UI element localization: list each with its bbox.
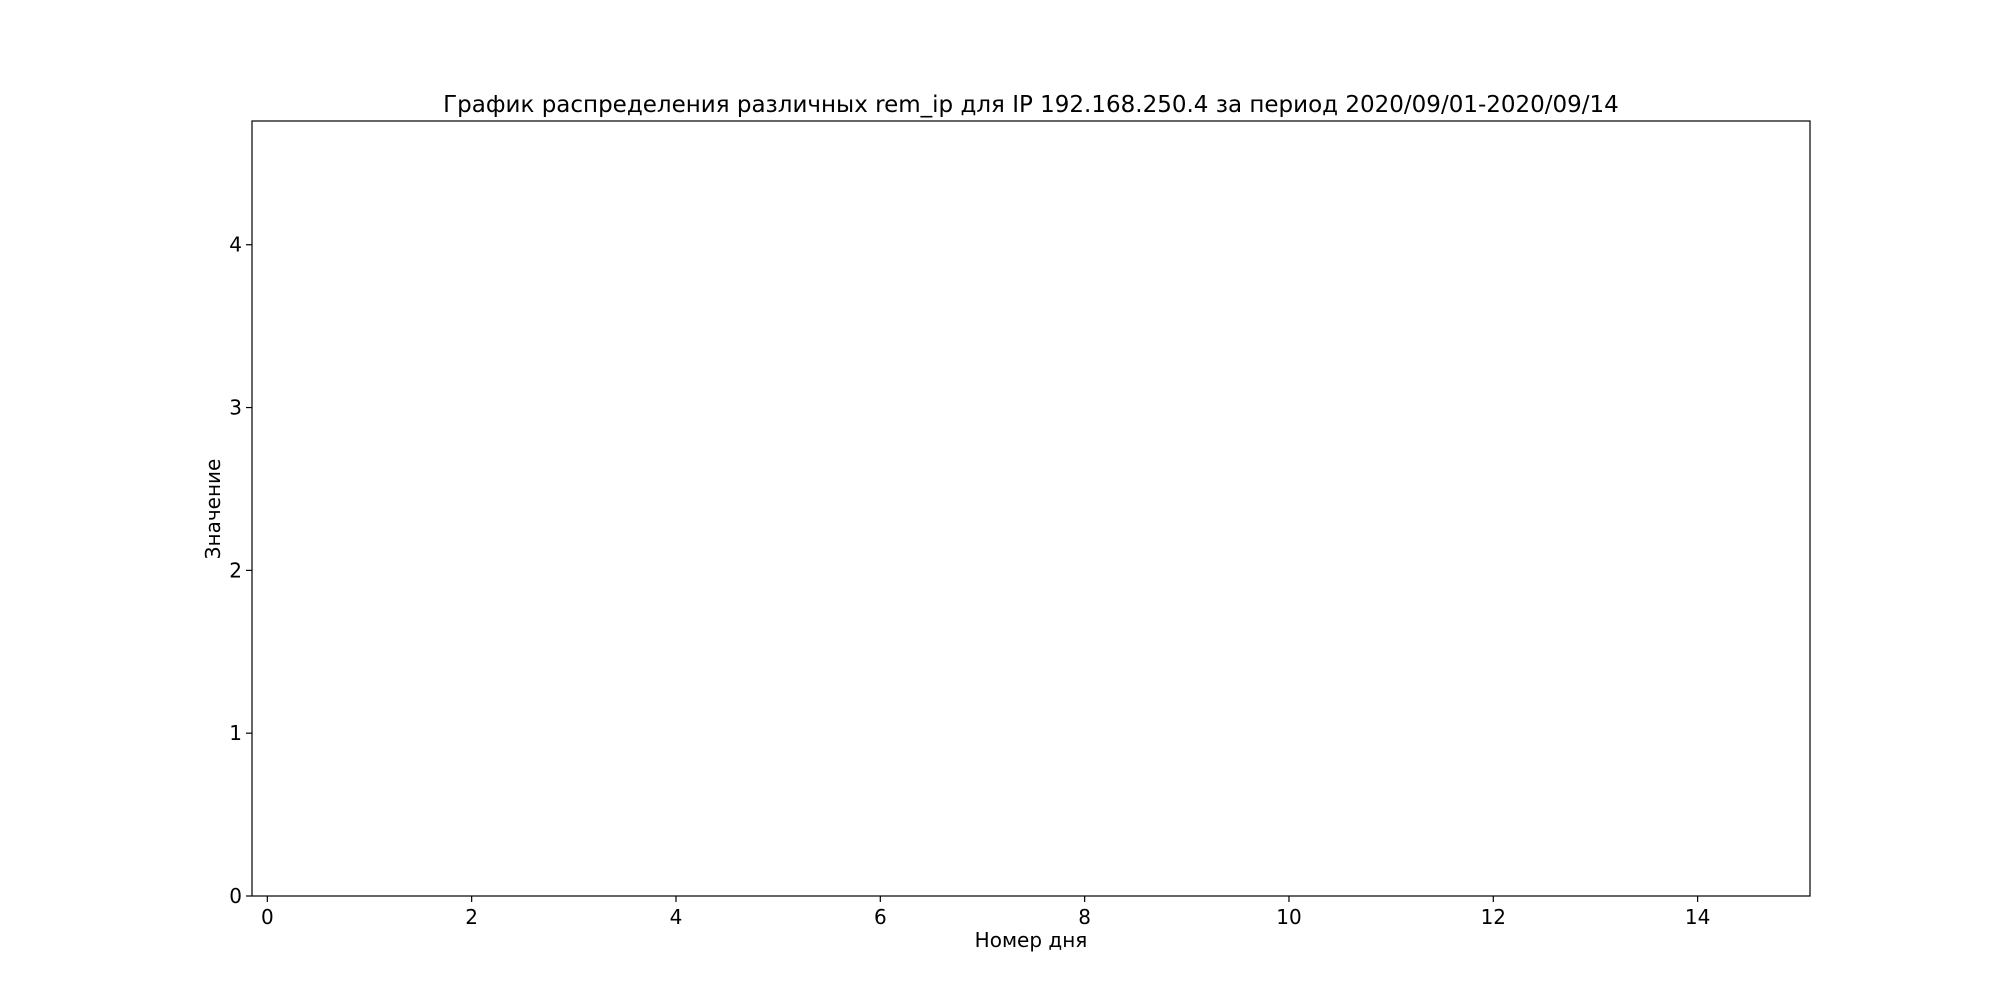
- x-tick-label: 12: [1481, 905, 1506, 929]
- x-tick-label: 6: [874, 905, 887, 929]
- chart-title: График распределения различных rem_ip дл…: [443, 92, 1619, 118]
- y-axis-label: Значение: [201, 459, 225, 560]
- x-tick-label: 8: [1078, 905, 1091, 929]
- y-axis: 0 1 2 3 4: [229, 233, 252, 908]
- x-axis: 0 2 4 6 8 10 12 14: [261, 896, 1710, 929]
- y-tick-label: 2: [229, 558, 242, 582]
- plot-frame: [251, 120, 1811, 897]
- x-axis-label: Номер дня: [975, 928, 1088, 952]
- y-tick-label: 0: [229, 884, 242, 908]
- y-tick-label: 4: [229, 233, 242, 257]
- y-tick-label: 1: [229, 721, 242, 745]
- x-tick-label: 14: [1685, 905, 1710, 929]
- x-tick-label: 4: [670, 905, 683, 929]
- x-tick-label: 0: [261, 905, 274, 929]
- x-tick-label: 10: [1276, 905, 1301, 929]
- x-tick-label: 2: [465, 905, 478, 929]
- y-tick-label: 3: [229, 396, 242, 420]
